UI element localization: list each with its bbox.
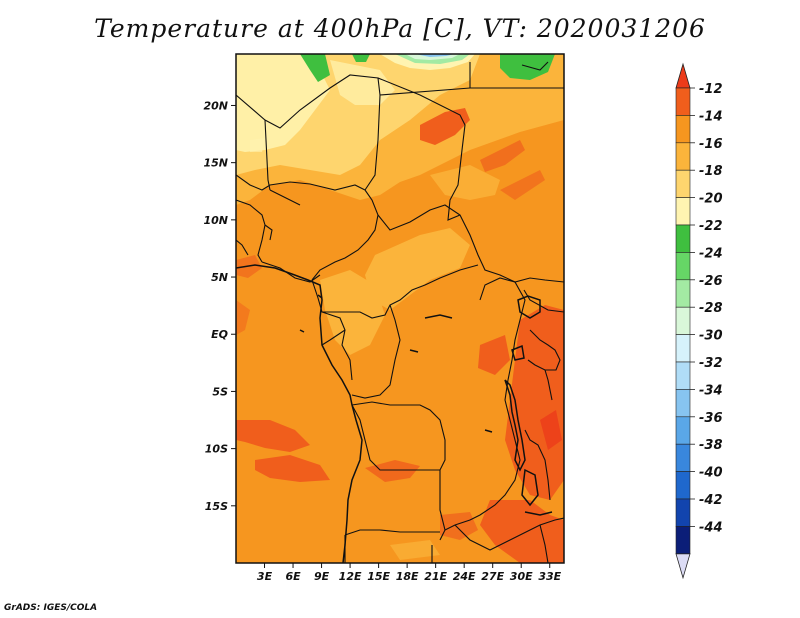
colorbar-swatch (675, 306, 691, 335)
colorbar: -12 -14 -16 -18 -20 -22 -24 -26 -28 -30 -32 -34 -36 -… (675, 62, 723, 580)
lat-tick-label: 20N (203, 99, 228, 112)
colorbar-swatch (675, 87, 691, 116)
colorbar-label: -12 (699, 82, 723, 97)
lat-tick-label: 5N (211, 271, 228, 284)
lon-tick-label: 9E (314, 570, 330, 583)
lat-tick-label: 5S (212, 385, 228, 398)
colorbar-label: -44 (699, 520, 723, 535)
coastline (236, 264, 553, 563)
colorbar-swatch (675, 115, 691, 144)
colorbar-swatch (675, 416, 691, 445)
lon-tick-label: 33E (538, 570, 561, 583)
latitude-axis: 20N 15N 10N 5N EQ 5S 10S 15S (203, 99, 236, 513)
lon-tick-label: 30E (510, 570, 533, 583)
colorbar-label: -32 (699, 356, 723, 371)
colorbar-swatch (675, 334, 691, 363)
colorbar-label: -18 (699, 164, 723, 179)
colorbar-swatch (675, 224, 691, 253)
colorbar-label: -36 (699, 411, 723, 426)
colorbar-label: -26 (699, 274, 723, 289)
colorbar-label: -14 (699, 109, 723, 124)
grads-credit: GrADS: IGES/COLA (4, 603, 98, 613)
colorbar-swatch (675, 498, 691, 527)
colorbar-swatch (675, 279, 691, 308)
lon-tick-label: 15E (367, 570, 390, 583)
colorbar-label: -22 (699, 219, 723, 234)
lat-tick-label: 10S (205, 443, 228, 456)
map-frame (235, 53, 565, 564)
colorbar-swatch (675, 526, 691, 555)
colorbar-label: -28 (699, 301, 723, 316)
colorbar-swatch (675, 389, 691, 418)
colorbar-label: -30 (699, 329, 723, 344)
colorbar-swatch (675, 197, 691, 226)
lon-tick-label: 6E (285, 570, 301, 583)
colorbar-label: -38 (699, 438, 723, 453)
colorbar-swatch (675, 142, 691, 171)
colorbar-label: -20 (699, 192, 723, 207)
colorbar-swatch (675, 252, 691, 281)
colorbar-label: -24 (699, 246, 723, 261)
colorbar-swatch (675, 169, 691, 198)
lon-tick-label: 27E (481, 570, 504, 583)
lon-tick-label: 18E (396, 570, 419, 583)
longitude-axis: 3E 6E 9E 12E 15E 18E 21E 24E 27E 30E 33E (257, 563, 562, 583)
country-boundaries (236, 61, 564, 563)
lon-tick-label: 3E (257, 570, 273, 583)
lon-tick-label: 24E (453, 570, 476, 583)
colorbar-lower-arrow (675, 553, 691, 580)
colorbar-swatch (675, 361, 691, 390)
map-title: Temperature at 400hPa [C], VT: 202003120… (94, 14, 706, 43)
colorbar-swatch (675, 443, 691, 472)
colorbar-label: -34 (699, 383, 723, 398)
colorbar-label: -16 (699, 137, 723, 152)
colorbar-upper-arrow (675, 62, 691, 89)
colorbar-swatch (675, 471, 691, 500)
lat-tick-label: EQ (211, 328, 228, 341)
lat-tick-label: 10N (203, 214, 228, 227)
lat-tick-label: 15S (205, 500, 228, 513)
lon-tick-label: 21E (424, 570, 447, 583)
lon-tick-label: 12E (339, 570, 362, 583)
temperature-field (236, 54, 564, 563)
lat-tick-label: 15N (203, 157, 228, 170)
colorbar-label: -42 (699, 493, 723, 508)
colorbar-label: -40 (699, 466, 723, 481)
